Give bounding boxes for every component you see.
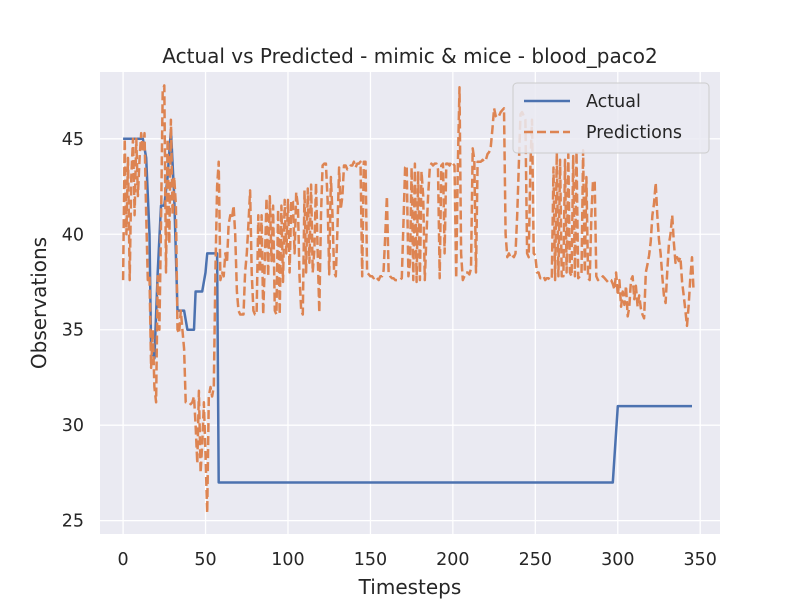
ticks-layer: 0 50 100 150 200 250 300 350 25 30 35 40 45 xyxy=(62,130,717,570)
x-tick-label: 250 xyxy=(519,550,552,570)
y-tick-label: 25 xyxy=(62,512,84,532)
x-tick-label: 300 xyxy=(601,550,634,570)
chart-title: Actual vs Predicted - mimic & mice - blo… xyxy=(162,44,657,68)
x-tick-label: 200 xyxy=(436,550,469,570)
x-tick-label: 150 xyxy=(354,550,387,570)
series-layer xyxy=(121,84,695,515)
y-tick-label: 35 xyxy=(62,321,84,341)
x-axis-label: Timesteps xyxy=(358,575,462,599)
y-tick-label: 45 xyxy=(62,130,84,150)
series-line-predictions xyxy=(121,84,695,515)
y-axis-label: Observations xyxy=(27,237,51,369)
x-tick-label: 100 xyxy=(271,550,304,570)
y-tick-label: 30 xyxy=(62,416,84,436)
x-tick-label: 350 xyxy=(684,550,717,570)
x-tick-label: 0 xyxy=(118,550,129,570)
legend: Actual Predictions xyxy=(512,82,710,154)
legend-label-actual: Actual xyxy=(586,92,641,112)
legend-label-predictions: Predictions xyxy=(586,123,682,143)
y-tick-label: 40 xyxy=(62,225,84,245)
x-tick-label: 50 xyxy=(194,550,216,570)
